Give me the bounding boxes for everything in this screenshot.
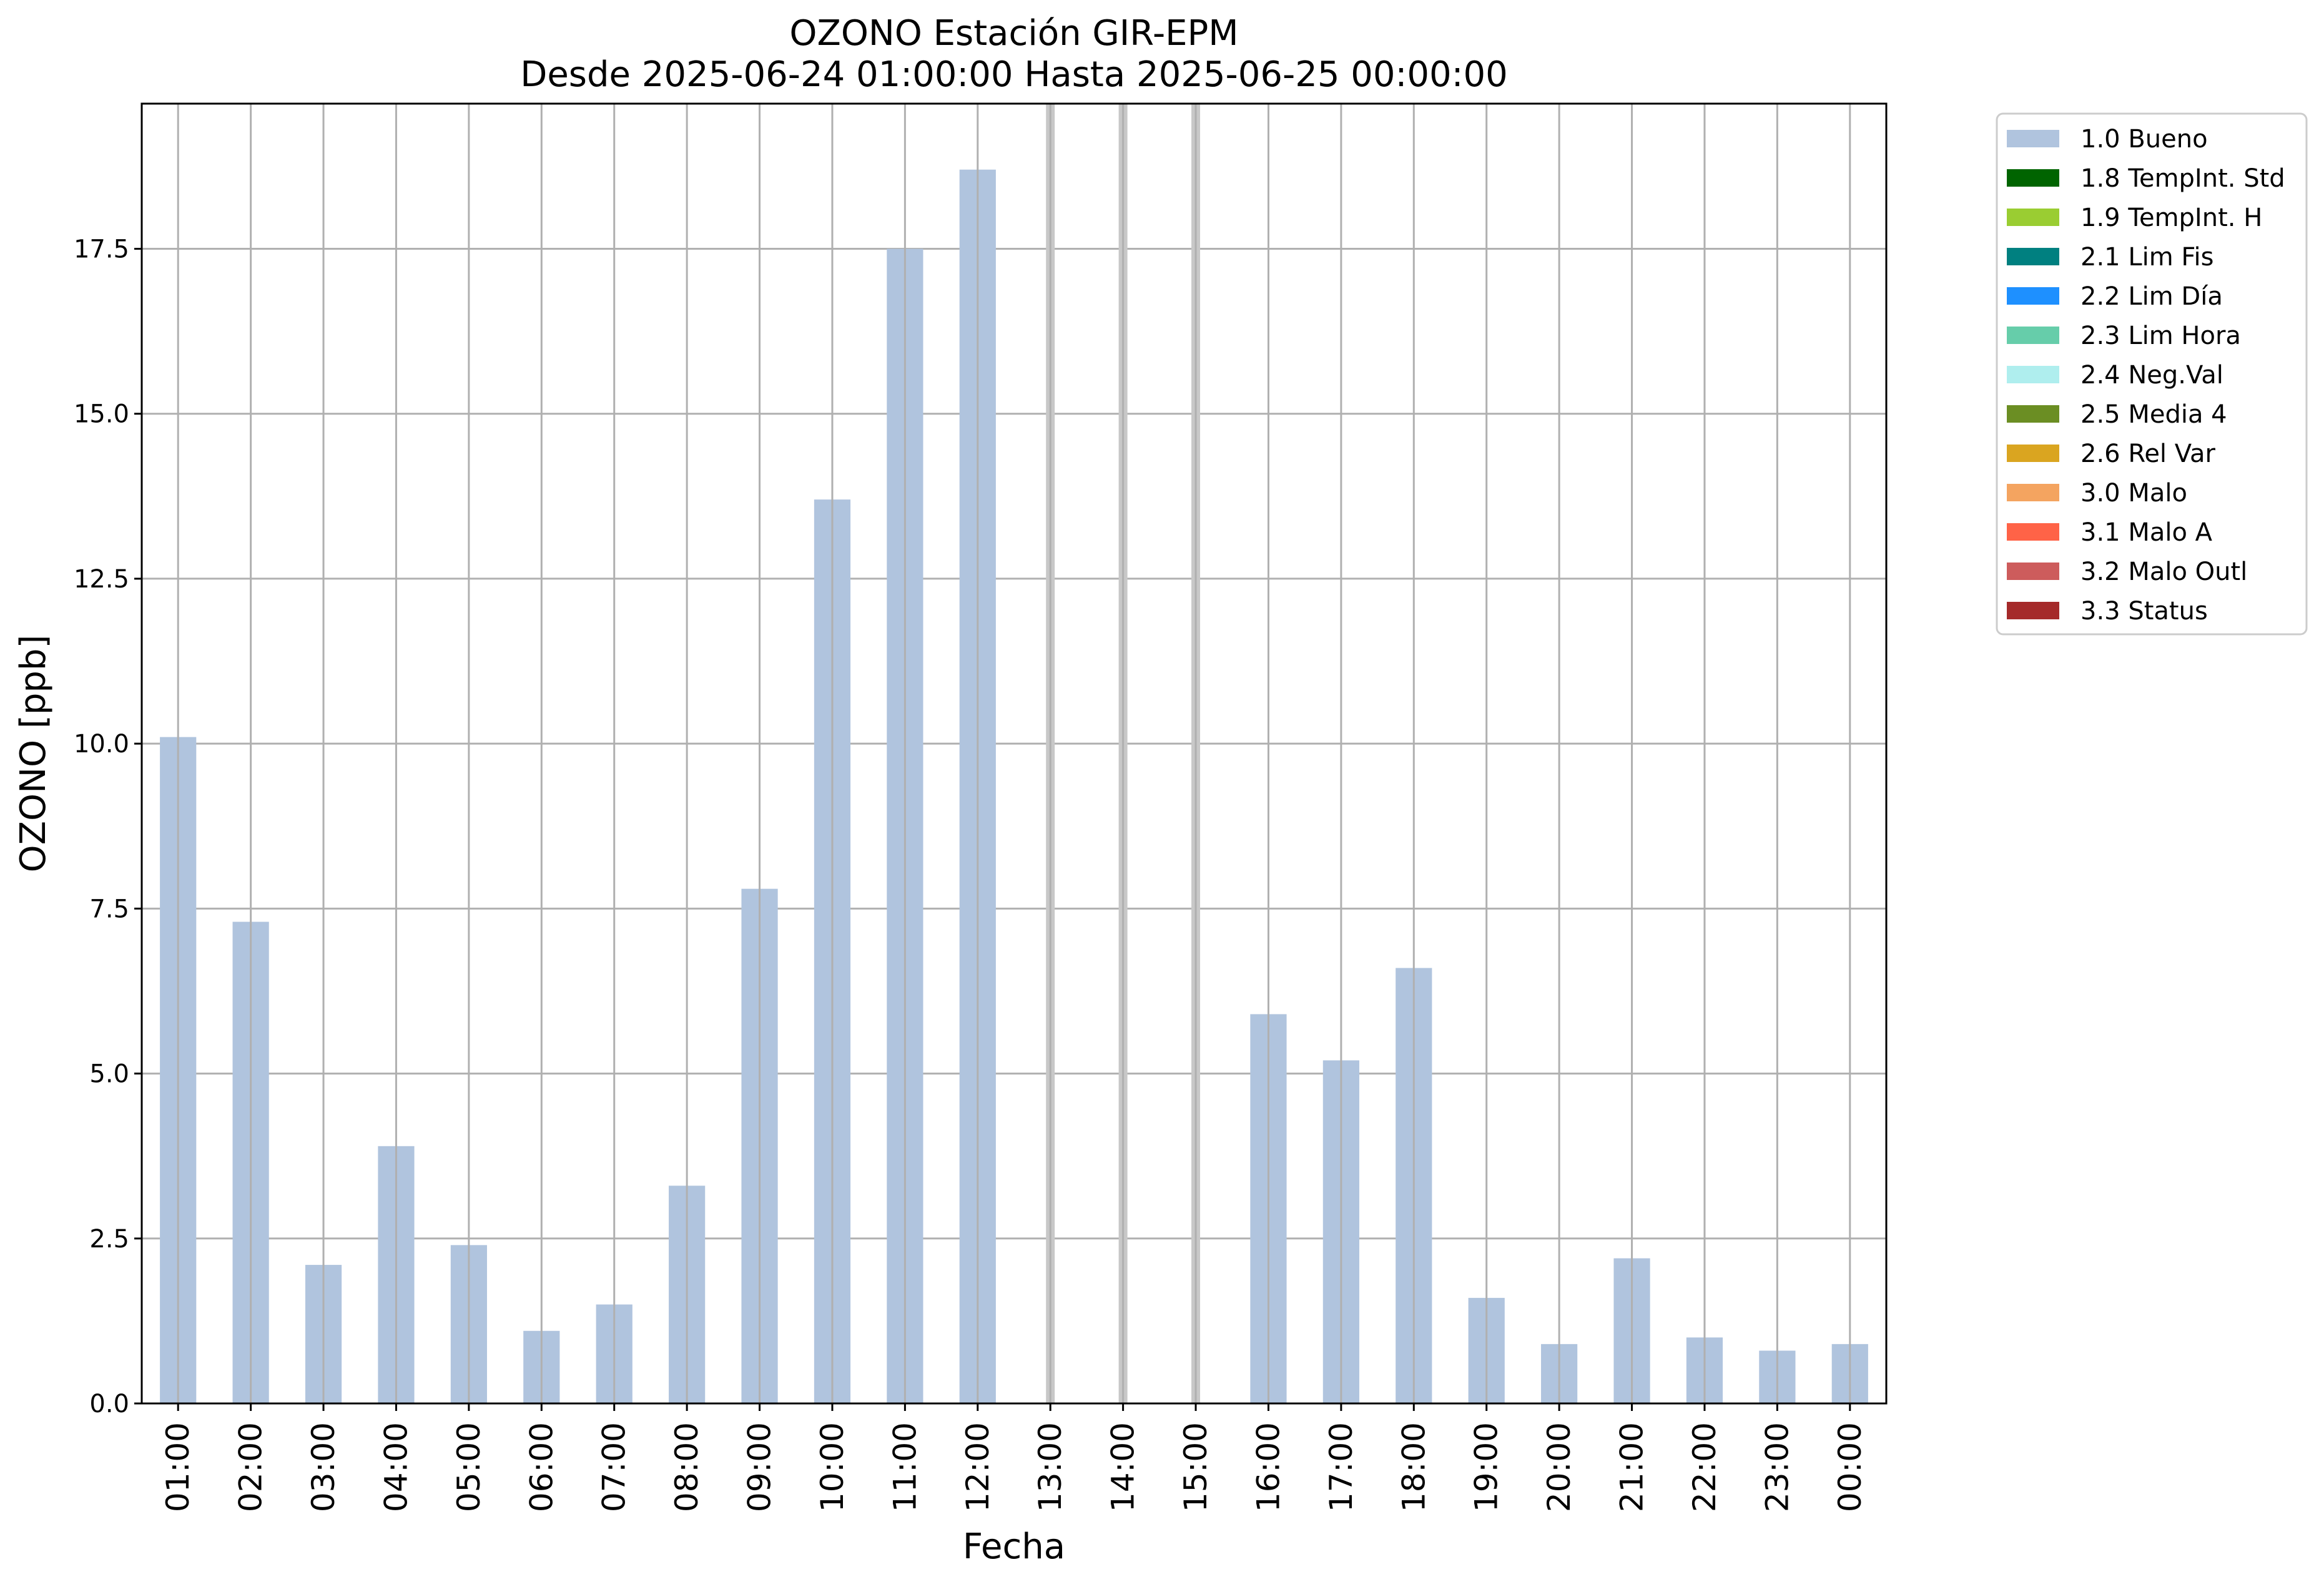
x-tick-label: 02:00 <box>233 1422 269 1512</box>
legend-label: 3.3 Status <box>2080 597 2208 626</box>
legend-label: 1.9 TempInt. H <box>2080 204 2262 232</box>
x-tick-label: 12:00 <box>960 1422 996 1512</box>
bars <box>160 169 1868 1404</box>
y-tick-label: 15.0 <box>74 400 129 429</box>
y-tick-label: 10.0 <box>74 730 129 759</box>
y-tick-label: 0.0 <box>89 1390 129 1418</box>
legend-label: 2.6 Rel Var <box>2080 440 2216 468</box>
legend-label: 1.8 TempInt. Std <box>2080 164 2285 193</box>
legend-swatch <box>2007 130 2059 147</box>
legend-swatch <box>2007 248 2059 265</box>
chart-subtitle: Desde 2025-06-24 01:00:00 Hasta 2025-06-… <box>520 54 1508 95</box>
legend-swatch <box>2007 484 2059 501</box>
legend-swatch <box>2007 327 2059 344</box>
y-axis-ticks: 0.0 2.5 5.0 7.5 10.0 12.5 15.0 17.5 <box>74 235 142 1418</box>
legend-label: 3.2 Malo Outl <box>2080 558 2247 586</box>
x-tick-label: 21:00 <box>1614 1422 1650 1512</box>
x-grid-lines <box>177 104 1851 1403</box>
legend-label: 1.0 Bueno <box>2080 125 2208 154</box>
x-tick-label: 08:00 <box>669 1422 705 1512</box>
y-tick-label: 17.5 <box>74 235 129 264</box>
x-tick-label: 07:00 <box>596 1422 633 1512</box>
legend-frame <box>1996 112 2308 636</box>
x-tick-label: 03:00 <box>305 1422 342 1512</box>
legend-swatch <box>2007 445 2059 462</box>
x-tick-label: 09:00 <box>742 1422 778 1512</box>
y-tick-label: 5.0 <box>89 1060 129 1089</box>
x-tick-label: 17:00 <box>1323 1422 1359 1512</box>
chart-title: OZONO Estación GIR-EPM <box>789 13 1238 54</box>
x-tick-label: 04:00 <box>378 1422 414 1512</box>
x-axis-label: Fecha <box>963 1526 1065 1567</box>
legend-swatch <box>2007 209 2059 226</box>
legend-label: 2.5 Media 4 <box>2080 400 2227 429</box>
legend-swatch <box>2007 287 2059 305</box>
legend-label: 2.3 Lim Hora <box>2080 322 2241 350</box>
legend-label: 2.4 Neg.Val <box>2080 361 2223 390</box>
legend-swatch <box>2007 563 2059 580</box>
legend-swatch <box>2007 602 2059 619</box>
x-tick-label: 05:00 <box>451 1422 487 1512</box>
x-tick-label: 18:00 <box>1396 1422 1432 1512</box>
y-axis-label: OZONO [ppb] <box>13 635 54 873</box>
legend-swatch <box>2007 523 2059 541</box>
x-tick-label: 22:00 <box>1686 1422 1723 1512</box>
legend-label: 3.1 Malo A <box>2080 518 2213 547</box>
x-tick-label: 10:00 <box>814 1422 850 1512</box>
y-tick-label: 7.5 <box>89 895 129 923</box>
legend-swatch <box>2007 366 2059 383</box>
legend-items: 1.0 Bueno 1.8 TempInt. Std 1.9 TempInt. H 2… <box>2007 125 2285 626</box>
x-axis-ticks: 01:00 02:00 03:00 04:00 05:00 06:00 07:00 08:00… <box>160 1403 1868 1512</box>
grid-lines <box>142 248 1886 1405</box>
x-tick-label: 14:00 <box>1105 1422 1141 1512</box>
x-tick-label: 11:00 <box>887 1422 923 1512</box>
legend-label: 3.0 Malo <box>2080 479 2187 508</box>
y-tick-label: 2.5 <box>89 1225 129 1254</box>
x-tick-label: 20:00 <box>1541 1422 1577 1512</box>
legend-label: 2.1 Lim Fis <box>2080 243 2213 272</box>
legend: 1.0 Bueno 1.8 TempInt. Std 1.9 TempInt. H 2… <box>1996 112 2308 636</box>
plot-area-frame <box>140 102 1888 1405</box>
x-tick-label: 19:00 <box>1469 1422 1505 1512</box>
x-tick-label: 16:00 <box>1250 1422 1286 1512</box>
x-tick-label: 13:00 <box>1032 1422 1068 1512</box>
legend-label: 2.2 Lim Día <box>2080 282 2223 311</box>
legend-swatch <box>2007 405 2059 423</box>
y-tick-label: 12.5 <box>74 565 129 594</box>
x-tick-label: 15:00 <box>1178 1422 1214 1512</box>
x-tick-label: 01:00 <box>160 1422 196 1512</box>
x-tick-label: 00:00 <box>1832 1422 1868 1512</box>
x-tick-label: 23:00 <box>1759 1422 1795 1512</box>
legend-swatch <box>2007 169 2059 187</box>
x-tick-label: 06:00 <box>523 1422 559 1512</box>
